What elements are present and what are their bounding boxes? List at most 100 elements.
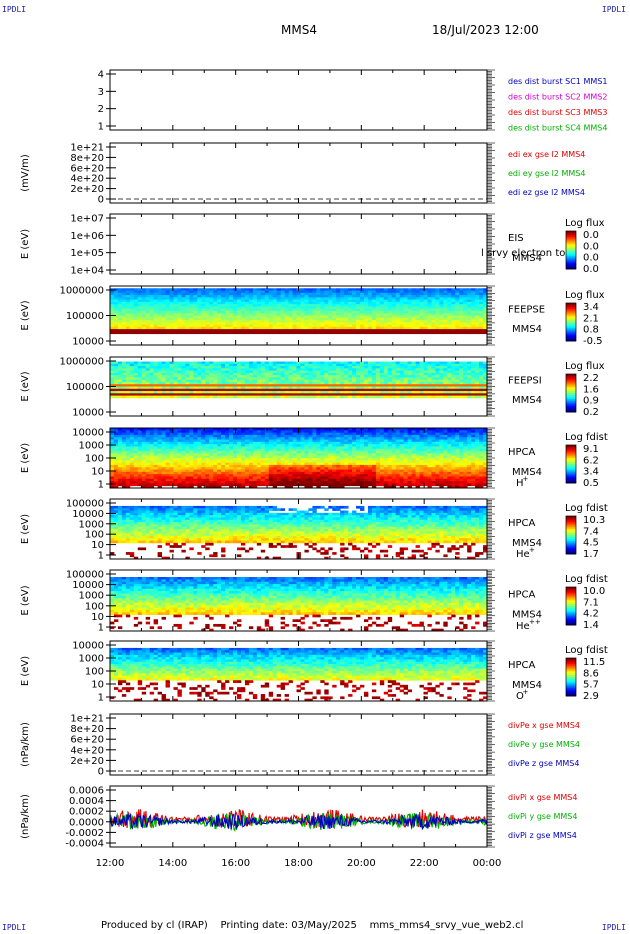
spectrogram-cell xyxy=(352,299,357,303)
spectrogram-cell xyxy=(233,437,238,440)
spectrogram-cell xyxy=(447,320,452,323)
spectrogram-cell xyxy=(320,324,325,328)
spectrogram-cell xyxy=(252,326,258,330)
spectrogram-cell xyxy=(157,485,162,489)
spectrogram-cell xyxy=(137,381,143,385)
spectrogram-cell xyxy=(336,366,341,369)
spectrogram-cell xyxy=(133,453,139,457)
spectrogram-cell xyxy=(157,391,162,394)
spectrogram-cell xyxy=(125,315,131,319)
spectrogram-cell xyxy=(256,288,262,291)
spectrogram-cell xyxy=(133,437,139,440)
spectrogram-cell xyxy=(141,317,147,321)
spectrogram-cell xyxy=(197,324,202,328)
spectrogram-cell xyxy=(356,368,361,372)
spectrogram-cell xyxy=(455,306,460,310)
spectrogram-cell xyxy=(244,469,250,473)
spectrogram-cell xyxy=(213,451,218,454)
colorbar-cell xyxy=(566,398,576,402)
spectrogram-cell xyxy=(236,310,242,314)
spectrogram-cell xyxy=(209,381,214,385)
colorbar-cell xyxy=(566,408,576,411)
spectrogram-cell xyxy=(197,377,202,381)
spectrogram-cell xyxy=(137,464,143,468)
spectrogram-cell xyxy=(447,310,452,314)
spectrogram-cell xyxy=(423,317,428,321)
spectrogram-cell xyxy=(447,306,452,310)
spectrogram-cell xyxy=(288,299,293,303)
spectrogram-cell xyxy=(435,313,440,316)
spectrogram-cell xyxy=(431,393,436,396)
spectrogram-cell xyxy=(260,329,266,332)
spectrogram-cell xyxy=(375,288,381,291)
spectrogram-cell xyxy=(189,455,194,459)
feepse-ytick-label: 100000 xyxy=(66,311,104,322)
spectrogram-cell xyxy=(236,315,242,319)
spectrogram-cell xyxy=(439,377,444,381)
spectrogram-cell xyxy=(435,368,440,372)
spectrogram-cell xyxy=(236,448,242,452)
spectrogram-cell xyxy=(225,331,230,335)
spectrogram-cell xyxy=(471,308,476,312)
spectrogram-cell xyxy=(221,379,226,383)
spectrogram-cell xyxy=(157,310,162,314)
spectrogram-cell xyxy=(169,377,174,381)
spectrogram-cell xyxy=(229,467,234,470)
spectrogram-cell xyxy=(149,363,155,367)
spectrogram-cell xyxy=(256,439,262,443)
spectrogram-cell xyxy=(391,326,397,330)
spectrogram-cell xyxy=(240,471,246,475)
spectrogram-cell xyxy=(221,320,226,323)
spectrogram-cell xyxy=(110,301,115,305)
spectrogram-cell xyxy=(165,304,170,307)
spectrogram-cell xyxy=(240,453,246,457)
spectrogram-cell xyxy=(233,331,238,335)
spectrogram-cell xyxy=(379,306,385,310)
spectrogram-cell xyxy=(419,375,424,378)
spectrogram-cell xyxy=(276,301,282,305)
spectrogram-cell xyxy=(165,368,170,372)
spectrogram-cell xyxy=(475,388,480,392)
spectrogram-cell xyxy=(272,481,278,484)
spectrogram-cell xyxy=(110,462,115,466)
spectrogram-cell xyxy=(121,391,127,394)
spectrogram-cell xyxy=(125,391,131,394)
spectrogram-cell xyxy=(193,372,198,376)
spectrogram-cell xyxy=(110,363,115,367)
spectrogram-cell xyxy=(268,434,274,438)
spectrogram-cell xyxy=(324,324,329,328)
spectrogram-cell xyxy=(276,331,282,335)
spectrogram-cell xyxy=(264,317,270,321)
spectrogram-cell xyxy=(153,326,159,330)
spectrogram-cell xyxy=(256,451,262,454)
spectrogram-cell xyxy=(248,324,254,328)
spectrogram-cell xyxy=(451,375,456,378)
spectrogram-cell xyxy=(268,448,274,452)
spectrogram-cell xyxy=(312,366,317,369)
spectrogram-cell xyxy=(455,388,460,392)
spectrogram-cell xyxy=(260,317,266,321)
spectrogram-cell xyxy=(113,476,119,480)
spectrogram-cell xyxy=(431,388,436,392)
spectrogram-cell xyxy=(352,315,357,319)
spectrogram-cell xyxy=(260,439,266,443)
spectrogram-cell xyxy=(391,381,397,385)
spectrogram-cell xyxy=(407,391,412,394)
spectrogram-cell xyxy=(252,430,258,434)
spectrogram-cell xyxy=(177,363,182,367)
spectrogram-cell xyxy=(379,363,385,367)
spectrogram-cell xyxy=(264,331,270,335)
spectrogram-cell xyxy=(137,315,143,319)
spectrogram-cell xyxy=(169,391,174,394)
spectrogram-cell xyxy=(336,386,341,390)
spectrogram-cell xyxy=(344,368,349,372)
spectrogram-cell xyxy=(284,301,289,305)
spectrogram-cell xyxy=(447,299,452,303)
spectrogram-cell xyxy=(153,481,159,484)
spectrogram-cell xyxy=(284,381,289,385)
spectrogram-cell xyxy=(352,290,357,294)
spectrogram-cell xyxy=(113,301,119,305)
spectrogram-cell xyxy=(193,395,198,399)
spectrogram-cell xyxy=(240,458,246,461)
spectrogram-cell xyxy=(391,297,397,301)
